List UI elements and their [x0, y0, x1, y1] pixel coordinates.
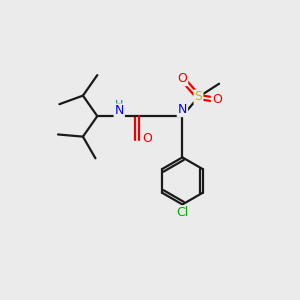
- Text: H: H: [115, 100, 123, 110]
- Text: O: O: [177, 72, 187, 85]
- Text: N: N: [115, 104, 124, 117]
- Text: N: N: [178, 103, 187, 116]
- Text: S: S: [194, 91, 202, 103]
- Text: Cl: Cl: [176, 206, 188, 219]
- Text: O: O: [212, 93, 222, 106]
- Text: O: O: [142, 132, 152, 145]
